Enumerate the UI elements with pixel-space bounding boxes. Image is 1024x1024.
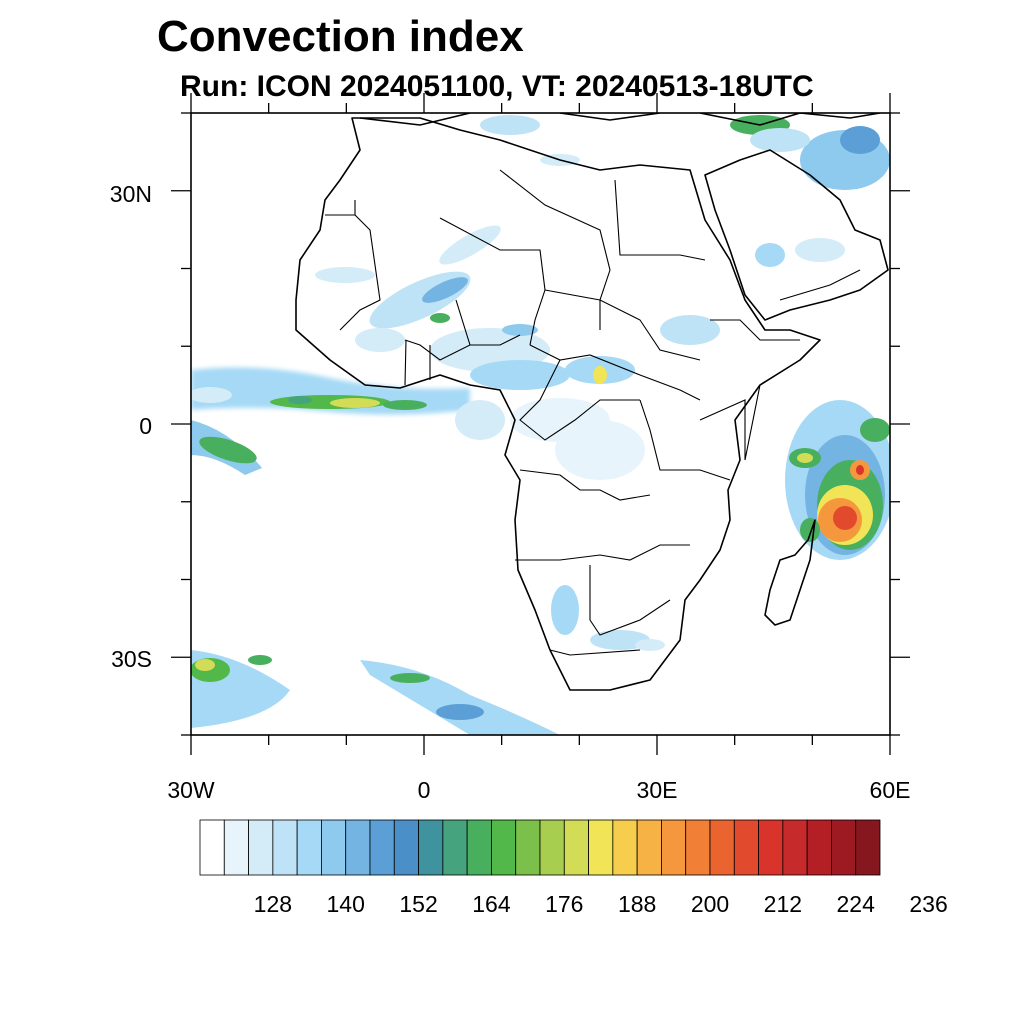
lon-labels: 30W 0 30E 60E: [167, 777, 910, 803]
colorbar-box: [709, 819, 735, 876]
colorbar-box: [248, 819, 274, 876]
colorbar-box: [491, 819, 517, 876]
lat-label-30s: 30S: [111, 646, 152, 672]
colorbar-box: [588, 819, 614, 876]
indian-ocean-convection: [785, 400, 890, 560]
lon-label-30w: 30W: [167, 777, 215, 803]
map-title: Convection index: [157, 12, 524, 61]
colorbar-box: [199, 819, 225, 876]
arabia-outline: [704, 149, 889, 321]
colorbar-label: 188: [618, 891, 656, 917]
lat-labels: 30N 0 30S: [110, 181, 152, 672]
colorbar-box: [806, 819, 832, 876]
lon-label-30e: 30E: [637, 777, 678, 803]
map-subtitle: Run: ICON 2024051100, VT: 20240513-18UTC: [180, 70, 814, 103]
colorbar-box: [223, 819, 249, 876]
colorbar-label: 140: [327, 891, 365, 917]
colorbar-box: [539, 819, 565, 876]
colorbar: [199, 819, 881, 876]
colorbar-box: [661, 819, 687, 876]
lat-label-0: 0: [139, 413, 152, 439]
sahel-convection: [315, 154, 720, 480]
lon-label-0: 0: [418, 777, 431, 803]
colorbar-box: [515, 819, 541, 876]
south-atlantic-convection: [191, 650, 560, 735]
colorbar-box: [855, 819, 881, 876]
colorbar-box: [733, 819, 759, 876]
colorbar-label: 212: [764, 891, 802, 917]
country-borders: [325, 169, 861, 656]
colorbar-box: [685, 819, 711, 876]
colorbar-label: 152: [399, 891, 437, 917]
axis-ticks: [171, 93, 910, 755]
atlantic-itcz-convection: [191, 367, 470, 475]
colorbar-box: [758, 819, 784, 876]
colorbar-label: 176: [545, 891, 583, 917]
colorbar-label: 128: [254, 891, 292, 917]
southern-africa-convection: [551, 585, 665, 651]
africa-outline: [295, 117, 821, 691]
arabia-convection: [480, 115, 890, 267]
colorbar-label: 164: [472, 891, 511, 917]
colorbar-box: [636, 819, 662, 876]
lon-label-60e: 60E: [870, 777, 911, 803]
lat-label-30n: 30N: [110, 181, 152, 207]
colorbar-box: [782, 819, 808, 876]
colorbar-box: [563, 819, 589, 876]
colorbar-box: [418, 819, 444, 876]
colorbar-box: [831, 819, 857, 876]
colorbar-box: [321, 819, 347, 876]
colorbar-box: [369, 819, 395, 876]
colorbar-label: 200: [691, 891, 729, 917]
colorbar-box: [393, 819, 419, 876]
madagascar-outline: [764, 519, 816, 626]
colorbar-box: [466, 819, 492, 876]
colorbar-label: 236: [909, 891, 947, 917]
convection-field: [191, 115, 890, 735]
colorbar-labels: 128 140 152 164 176 188 200 212 224 236: [254, 891, 948, 917]
colorbar-box: [345, 819, 371, 876]
colorbar-box: [612, 819, 638, 876]
colorbar-label: 224: [837, 891, 876, 917]
coastlines: [295, 113, 889, 691]
colorbar-box: [442, 819, 468, 876]
colorbar-box: [296, 819, 322, 876]
colorbar-box: [272, 819, 298, 876]
mediterranean-north: [359, 113, 881, 126]
